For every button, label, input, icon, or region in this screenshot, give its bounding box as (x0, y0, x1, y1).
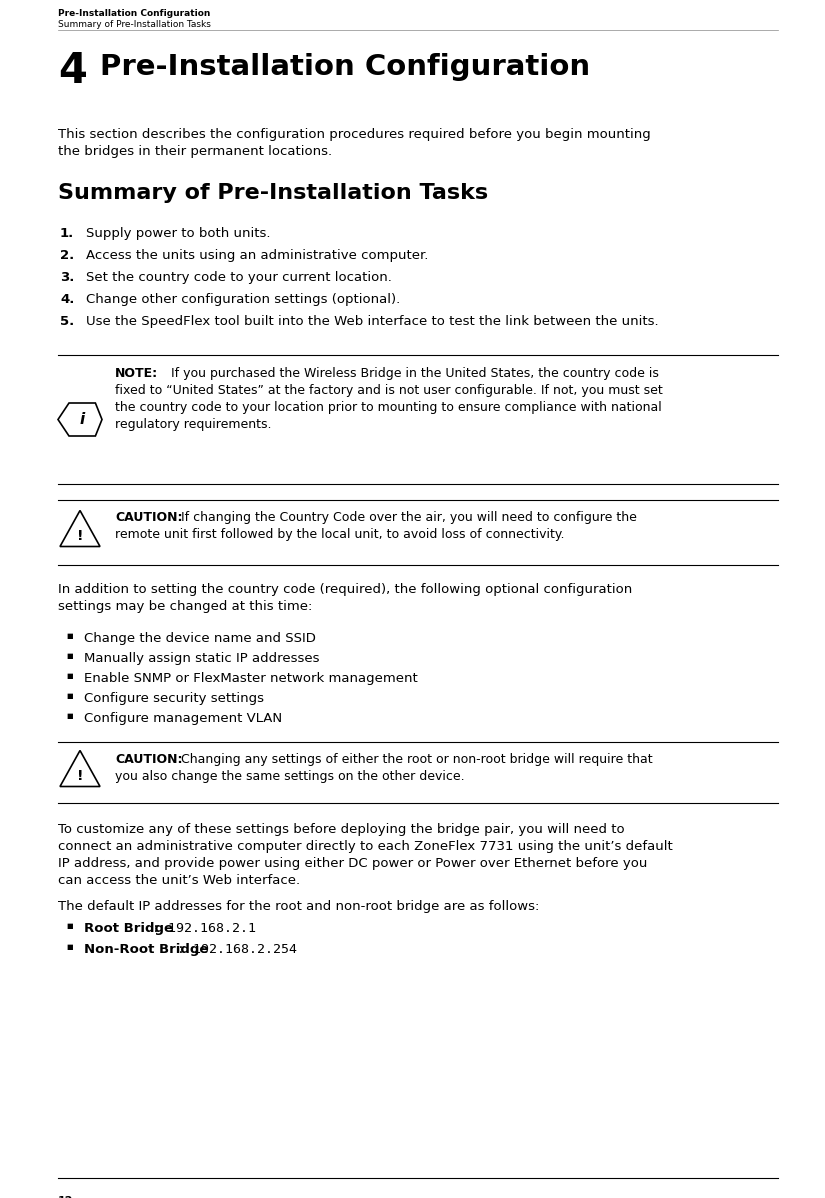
Text: fixed to “United States” at the factory and is not user configurable. If not, yo: fixed to “United States” at the factory … (115, 385, 662, 397)
Text: i: i (79, 412, 85, 426)
Text: This section describes the configuration procedures required before you begin mo: This section describes the configuration… (58, 128, 651, 141)
Text: ■: ■ (66, 692, 73, 698)
Text: Summary of Pre-Installation Tasks: Summary of Pre-Installation Tasks (58, 183, 488, 202)
Text: Supply power to both units.: Supply power to both units. (86, 226, 271, 240)
Text: If you purchased the Wireless Bridge in the United States, the country code is: If you purchased the Wireless Bridge in … (163, 367, 659, 380)
Text: Root Bridge: Root Bridge (84, 922, 173, 934)
Text: ■: ■ (66, 922, 73, 928)
Text: you also change the same settings on the other device.: you also change the same settings on the… (115, 770, 464, 783)
Text: Set the country code to your current location.: Set the country code to your current loc… (86, 271, 392, 284)
Text: Pre-Installation Configuration: Pre-Installation Configuration (58, 10, 210, 18)
Text: To customize any of these settings before deploying the bridge pair, you will ne: To customize any of these settings befor… (58, 823, 625, 836)
Text: ■: ■ (66, 673, 73, 679)
Text: 2.: 2. (60, 249, 74, 262)
Text: Configure management VLAN: Configure management VLAN (84, 712, 282, 725)
Text: !: ! (77, 768, 83, 782)
Text: IP address, and provide power using either DC power or Power over Ethernet befor: IP address, and provide power using eith… (58, 857, 648, 870)
Text: Configure security settings: Configure security settings (84, 692, 264, 704)
Text: 12: 12 (58, 1196, 73, 1198)
Text: 1.: 1. (60, 226, 74, 240)
Text: !: ! (77, 528, 83, 543)
Text: settings may be changed at this time:: settings may be changed at this time: (58, 600, 313, 613)
Text: : 192.168.2.1: : 192.168.2.1 (152, 922, 257, 934)
Text: 3.: 3. (60, 271, 74, 284)
Text: Pre-Installation Configuration: Pre-Installation Configuration (100, 53, 590, 81)
Text: 4.: 4. (60, 294, 74, 305)
Text: Manually assign static IP addresses: Manually assign static IP addresses (84, 652, 319, 665)
Text: 4: 4 (58, 50, 87, 92)
Text: Change other configuration settings (optional).: Change other configuration settings (opt… (86, 294, 400, 305)
Text: can access the unit’s Web interface.: can access the unit’s Web interface. (58, 875, 300, 887)
Text: the country code to your location prior to mounting to ensure compliance with na: the country code to your location prior … (115, 401, 662, 415)
Text: Enable SNMP or FlexMaster network management: Enable SNMP or FlexMaster network manage… (84, 672, 417, 685)
Text: The default IP addresses for the root and non-root bridge are as follows:: The default IP addresses for the root an… (58, 900, 540, 913)
Text: ■: ■ (66, 713, 73, 719)
Text: regulatory requirements.: regulatory requirements. (115, 418, 271, 431)
Text: 5.: 5. (60, 315, 74, 328)
Text: ■: ■ (66, 944, 73, 950)
Text: Change the device name and SSID: Change the device name and SSID (84, 633, 316, 645)
Text: Changing any settings of either the root or non-root bridge will require that: Changing any settings of either the root… (173, 754, 653, 766)
Text: ■: ■ (66, 653, 73, 659)
Text: Access the units using an administrative computer.: Access the units using an administrative… (86, 249, 428, 262)
Text: connect an administrative computer directly to each ZoneFlex 7731 using the unit: connect an administrative computer direc… (58, 840, 672, 853)
Text: NOTE:: NOTE: (115, 367, 158, 380)
Text: ■: ■ (66, 633, 73, 639)
Text: Use the SpeedFlex tool built into the Web interface to test the link between the: Use the SpeedFlex tool built into the We… (86, 315, 658, 328)
Text: CAUTION:: CAUTION: (115, 512, 182, 524)
Text: If changing the Country Code over the air, you will need to configure the: If changing the Country Code over the ai… (173, 512, 637, 524)
Text: In addition to setting the country code (required), the following optional confi: In addition to setting the country code … (58, 583, 632, 595)
Text: Non-Root Bridge: Non-Root Bridge (84, 943, 209, 956)
Text: remote unit first followed by the local unit, to avoid loss of connectivity.: remote unit first followed by the local … (115, 528, 564, 541)
Text: Summary of Pre-Installation Tasks: Summary of Pre-Installation Tasks (58, 20, 211, 29)
Text: the bridges in their permanent locations.: the bridges in their permanent locations… (58, 145, 332, 158)
Text: CAUTION:: CAUTION: (115, 754, 182, 766)
Text: : 192.168.2.254: : 192.168.2.254 (177, 943, 297, 956)
